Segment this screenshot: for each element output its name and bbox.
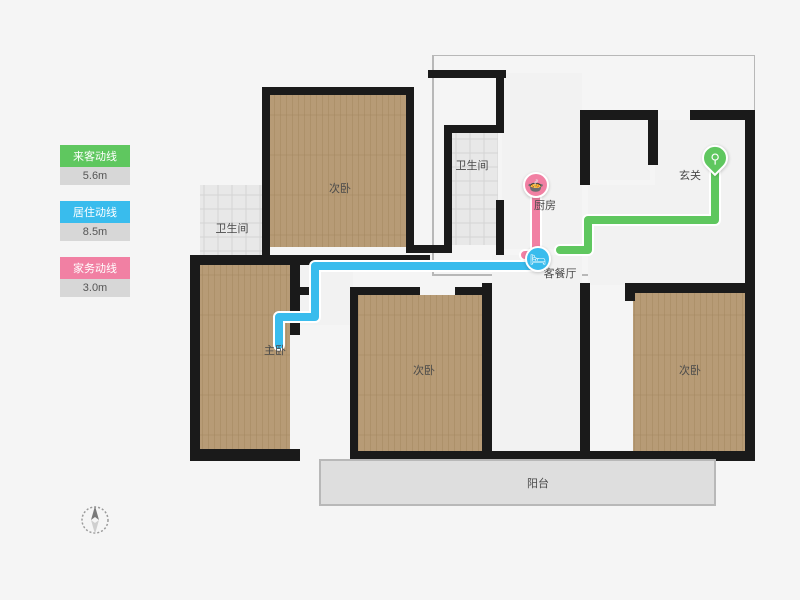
floor-plan: 次卧卫生间卫生间厨房玄关客餐厅主卧次卧次卧阳台 ⚲🍲🛏 (190, 55, 755, 535)
legend-value: 5.6m (60, 167, 130, 185)
legend-item-chores: 家务动线 3.0m (60, 257, 130, 297)
legend-title: 来客动线 (60, 145, 130, 167)
floor-plan-svg (190, 55, 755, 535)
legend-item-guest: 来客动线 5.6m (60, 145, 130, 185)
flow-marker-icon: 🛏 (525, 246, 551, 272)
flow-marker-icon: 🍲 (523, 172, 549, 198)
compass-icon (75, 500, 115, 540)
legend-title: 家务动线 (60, 257, 130, 279)
legend: 来客动线 5.6m 居住动线 8.5m 家务动线 3.0m (60, 145, 130, 313)
legend-value: 8.5m (60, 223, 130, 241)
legend-title: 居住动线 (60, 201, 130, 223)
legend-item-living: 居住动线 8.5m (60, 201, 130, 241)
legend-value: 3.0m (60, 279, 130, 297)
